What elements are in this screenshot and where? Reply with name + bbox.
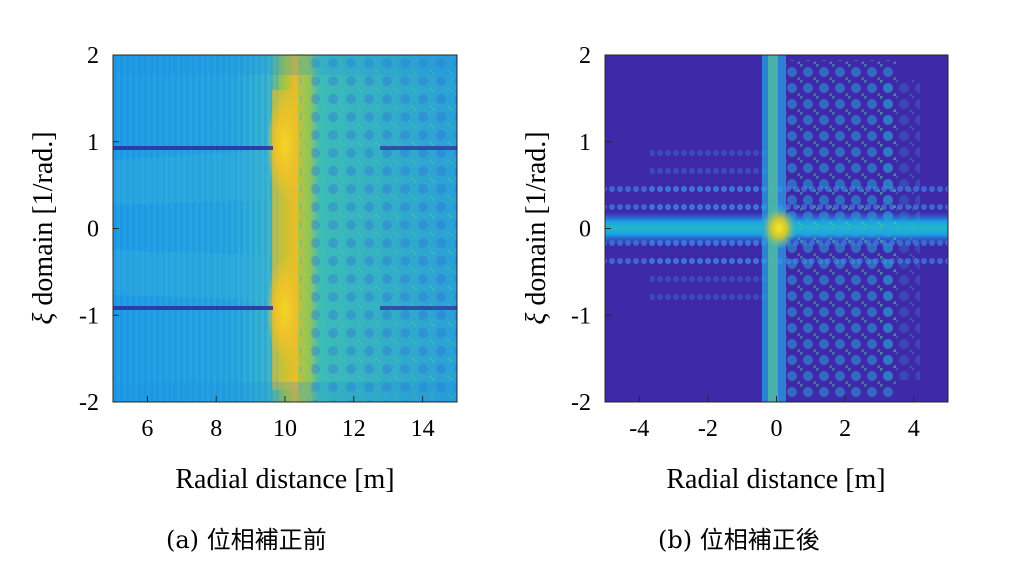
y-tick-label-a: 2 bbox=[87, 43, 99, 69]
x-tick-label-b: -4 bbox=[629, 416, 649, 442]
x-tick-label-a: 10 bbox=[273, 416, 297, 442]
x-tick-label-a: 6 bbox=[141, 416, 153, 442]
y-tick-label-a: 1 bbox=[87, 130, 99, 156]
caption-a: (a) 位相補正前 bbox=[166, 520, 327, 555]
x-tick-label-b: 4 bbox=[908, 416, 920, 442]
y-axis-label-a: ξ domain [1/rad.] bbox=[28, 131, 59, 324]
y-tick-label-a: 0 bbox=[87, 217, 99, 243]
caption-text-a: 位相補正前 bbox=[206, 526, 327, 554]
x-tick-label-b: 2 bbox=[839, 416, 851, 442]
tick-layer-b: -4 -2 0 2 4 -2 -1 0 1 2 bbox=[571, 43, 920, 442]
caption-tag-b: (b) bbox=[658, 526, 693, 554]
y-tick-label-b: 1 bbox=[579, 130, 591, 156]
x-axis-label-b: Radial distance [m] bbox=[666, 464, 885, 495]
x-axis-label-a: Radial distance [m] bbox=[175, 464, 394, 495]
y-axis-text-b: domain [1/rad.] bbox=[521, 131, 552, 312]
y-tick-label-b: 2 bbox=[579, 43, 591, 69]
y-tick-label-b: 0 bbox=[579, 217, 591, 243]
heatmap-panel-b: -4 -2 0 2 4 -2 -1 0 1 2 Radial distance [m] ξ dom… bbox=[521, 43, 949, 495]
y-tick-label-b: -1 bbox=[571, 303, 591, 329]
x-tick-label-b: 0 bbox=[771, 416, 783, 442]
caption-b: (b) 位相補正後 bbox=[658, 520, 820, 555]
caption-tag-a: (a) bbox=[166, 526, 200, 554]
y-axis-symbol-a: ξ bbox=[28, 313, 59, 325]
x-tick-label-a: 8 bbox=[210, 416, 222, 442]
y-tick-label-b: -2 bbox=[571, 390, 591, 416]
y-axis-text-a: domain [1/rad.] bbox=[28, 131, 59, 312]
heatmap-image-a bbox=[113, 55, 457, 402]
heatmap-image-b bbox=[605, 55, 948, 402]
caption-text-b: 位相補正後 bbox=[699, 526, 820, 554]
y-tick-label-a: -1 bbox=[79, 303, 99, 329]
y-axis-label-b: ξ domain [1/rad.] bbox=[521, 131, 552, 324]
y-tick-label-a: -2 bbox=[79, 390, 99, 416]
y-axis-symbol-b: ξ bbox=[521, 313, 552, 325]
x-tick-label-b: -2 bbox=[698, 416, 718, 442]
x-tick-label-a: 14 bbox=[411, 416, 435, 442]
x-tick-label-a: 12 bbox=[342, 416, 366, 442]
